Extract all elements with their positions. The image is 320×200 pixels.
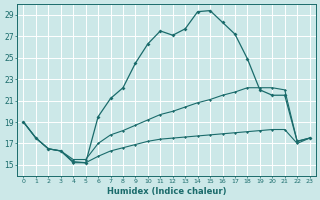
X-axis label: Humidex (Indice chaleur): Humidex (Indice chaleur) <box>107 187 226 196</box>
